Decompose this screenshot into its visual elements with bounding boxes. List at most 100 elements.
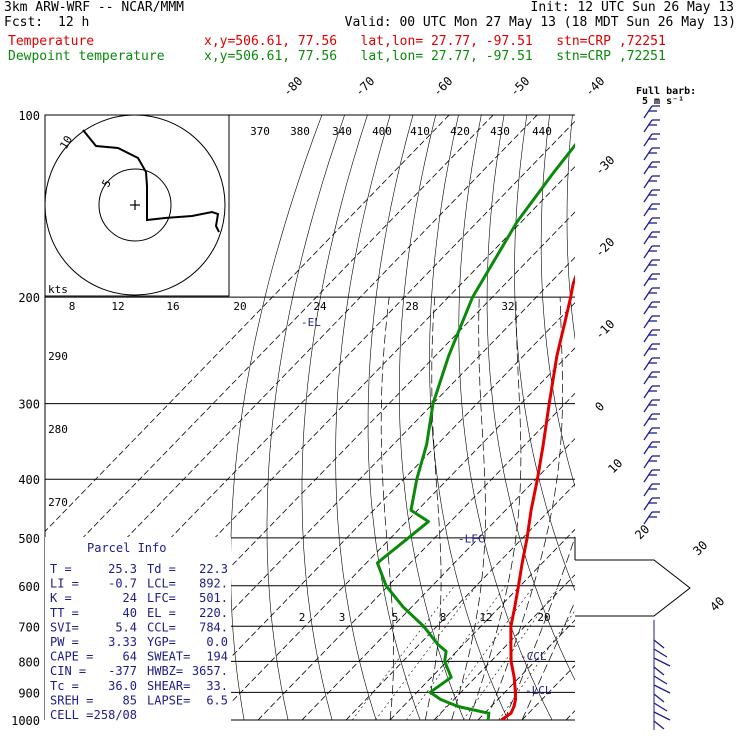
pressure-tick-label: 1000	[11, 714, 40, 728]
pressure-tick-label: 500	[18, 532, 40, 546]
parcel-key: CIN =	[50, 664, 86, 678]
isotherm-label: -10	[592, 317, 617, 342]
wind-barb	[643, 287, 660, 301]
wind-barb	[643, 119, 660, 133]
isotherm-label: 30	[690, 538, 710, 558]
barb-staff	[643, 511, 653, 525]
isotherm-label: 10	[605, 456, 625, 476]
barb-staff	[653, 684, 671, 694]
dry-adiabat-label: 440	[532, 125, 552, 138]
mixing-ratio-label: 2	[299, 611, 306, 624]
parcel-value: 6.5	[206, 693, 228, 707]
parcel-key: PW =	[50, 635, 79, 649]
isotherm-label: 20	[632, 522, 652, 542]
parcel-info-rows: T = 25.3 Td = 22.3 LI = -0.7 LCL= 892. K = 24 LFC=…	[50, 562, 228, 722]
mixing-ratio-line	[462, 585, 560, 720]
parcel-key: Tc =	[50, 679, 79, 693]
barb-staff	[643, 161, 653, 175]
barb-staff	[653, 720, 665, 730]
parcel-key: LAPSE=	[147, 693, 190, 707]
dry-adiabat	[398, 115, 465, 720]
barb-staff	[643, 133, 653, 147]
parcel-value: -377	[108, 664, 137, 678]
dry-adiabat	[514, 115, 575, 592]
wind-barb	[643, 245, 660, 259]
level-marker-lfc: -LFC	[458, 532, 485, 545]
init-time: Init: 12 UTC Sun 26 May 13	[530, 0, 735, 15]
wind-barb	[643, 483, 660, 497]
parcel-value: 5.4	[115, 620, 137, 634]
wind-barbs	[574, 105, 691, 730]
wind-barb	[643, 441, 660, 455]
wind-barb	[643, 231, 660, 245]
pressure-tick-label: 300	[18, 398, 40, 412]
isotherm-label: -50	[507, 74, 532, 99]
dewpoint-legend-info: x,y=506.61, 77.56 lat,lon= 27.77, -97.51…	[204, 49, 666, 64]
pressure-tick-label: 800	[18, 655, 40, 669]
hodograph-units-label: kts	[48, 283, 68, 296]
dry-adiabat	[301, 115, 368, 720]
wind-barb	[643, 455, 660, 469]
pressure-tick-label: 900	[18, 686, 40, 700]
moist-adiabat	[424, 297, 442, 720]
wind-barb	[643, 357, 660, 371]
moist-adiabat	[521, 600, 575, 720]
wind-barb-legend-title: Full barb:	[636, 86, 696, 97]
isotherm-line	[45, 115, 450, 533]
mixing-ratio-label: 12	[479, 611, 492, 624]
isotherm-line	[257, 392, 575, 720]
isotherm-label: 40	[707, 594, 727, 614]
barb-staff	[653, 648, 668, 658]
barb-staff	[653, 711, 671, 721]
wind-barb	[643, 259, 660, 273]
dewpoint-legend-label: Dewpoint temperature	[8, 49, 165, 64]
wind-barb	[643, 469, 660, 483]
mixing-ratio-label: 8	[440, 611, 447, 624]
parcel-key: CCL=	[147, 620, 176, 634]
pressure-tick-label: 200	[18, 291, 40, 305]
wind-barb	[643, 273, 660, 287]
parcel-key: SREH =	[50, 693, 93, 707]
isotherm-label: -20	[592, 235, 617, 260]
parcel-value: 784.	[199, 620, 228, 634]
wind-barb	[643, 427, 660, 441]
dry-adiabat-label: 400	[372, 125, 392, 138]
barb-staff	[653, 675, 668, 685]
isotherm-line	[610, 115, 740, 720]
barb-staff	[643, 441, 653, 455]
parcel-value: 220.	[199, 606, 228, 620]
parcel-key: EL =	[147, 606, 176, 620]
barb-staff	[643, 455, 653, 469]
parcel-key: CELL =	[50, 708, 93, 722]
sounding-traces	[375, 142, 575, 720]
mixing-ratio-label: 20	[537, 611, 550, 624]
isotherm-label: -60	[430, 74, 455, 99]
parcel-value: 64	[123, 650, 137, 664]
parcel-key: YGP=	[147, 635, 176, 649]
barb-staff	[643, 175, 653, 189]
barb-staff	[643, 217, 653, 231]
valid-time: Valid: 00 UTC Mon 27 May 13 (18 MDT Sun …	[344, 15, 736, 30]
barb-staff	[643, 497, 653, 511]
dry-adiabat	[429, 115, 509, 720]
isotherm-label: -70	[352, 74, 377, 99]
barb-staff	[643, 301, 653, 315]
parcel-key: TT =	[50, 606, 79, 620]
barb-staff	[643, 427, 653, 441]
parcel-info-box: Parcel Info T = 25.3 Td = 22.3 LI = -0.7 LCL= 8…	[45, 537, 231, 722]
dry-adiabat	[540, 115, 575, 488]
wind-barb	[643, 413, 660, 427]
isotherm-line	[45, 115, 494, 578]
level-marker-ccl: -CCL	[520, 650, 547, 663]
barb-staff	[643, 119, 653, 133]
dry-adiabat	[617, 115, 740, 733]
isotherm-line	[169, 302, 575, 720]
isotherm-label: -80	[280, 74, 305, 99]
parcel-value: 22.3	[199, 562, 228, 576]
barb-staff	[643, 385, 653, 399]
dry-adiabat-label: 380	[290, 125, 310, 138]
hodograph-ring-outer	[44, 114, 226, 296]
barb-staff	[643, 147, 653, 161]
dewpoint-trace	[375, 142, 575, 720]
parcel-value: 0.0	[206, 635, 228, 649]
